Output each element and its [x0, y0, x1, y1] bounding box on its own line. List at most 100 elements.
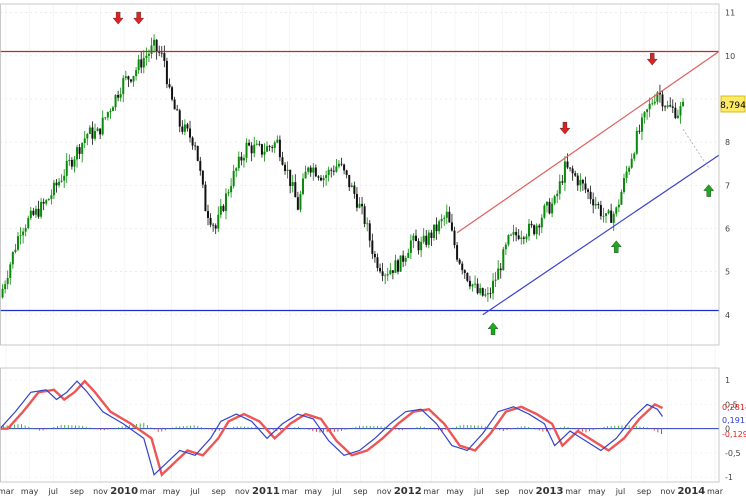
- candle-body: [34, 208, 37, 215]
- axes: [0, 3, 720, 483]
- candle-body: [468, 280, 471, 287]
- macd-tick-label: 1: [725, 376, 730, 385]
- macd-tick-label: 0: [725, 425, 730, 434]
- candle-body: [450, 222, 453, 231]
- candle-body: [499, 268, 502, 271]
- x-tick-label: nov: [377, 487, 392, 496]
- candle-body: [486, 293, 489, 295]
- candle-body: [124, 76, 127, 79]
- candle-body: [620, 191, 623, 205]
- candle-body: [242, 157, 245, 161]
- candle-body: [263, 151, 266, 155]
- candle-body: [327, 169, 330, 176]
- candle-body: [150, 45, 153, 54]
- candle-body: [278, 139, 281, 158]
- trend-lines: [0, 50, 720, 316]
- candle-body: [371, 240, 374, 254]
- candle-body: [463, 270, 466, 273]
- candle-body: [561, 181, 564, 183]
- candle-body: [91, 127, 94, 139]
- candle-body: [456, 245, 459, 260]
- candle-body: [581, 179, 584, 184]
- candle-body: [481, 288, 484, 296]
- candle-body: [317, 176, 320, 178]
- candle-body: [302, 178, 305, 195]
- candle-body: [314, 167, 317, 177]
- candle-body: [96, 128, 99, 132]
- candle-body: [353, 185, 356, 194]
- candle-body: [522, 237, 525, 239]
- y-tick-label: 4: [725, 311, 730, 320]
- candle-body: [245, 142, 248, 158]
- candle-body: [155, 39, 158, 52]
- x-tick-label: nov: [660, 487, 675, 496]
- candle-body: [432, 224, 435, 238]
- candle-body: [335, 166, 338, 172]
- candle-body: [381, 271, 384, 276]
- candle-body: [24, 227, 27, 232]
- candle-body: [1, 289, 4, 298]
- candle-body: [142, 57, 145, 68]
- candle-body: [610, 210, 613, 223]
- main-panel-frame: [0, 3, 720, 346]
- candle-body: [571, 168, 574, 174]
- x-tick-label: nov: [519, 487, 534, 496]
- candle-body: [633, 153, 636, 159]
- candle-body: [204, 184, 207, 212]
- candle-body: [671, 106, 674, 108]
- candle-body: [394, 260, 397, 273]
- sell-arrow: [112, 11, 124, 25]
- candle-body: [181, 126, 184, 132]
- candle-body: [16, 236, 19, 250]
- candle-body: [551, 203, 554, 214]
- candle-body: [114, 94, 117, 108]
- x-tick-label: sep: [70, 487, 84, 496]
- candle-body: [407, 252, 410, 258]
- candle-body: [512, 231, 515, 235]
- candle-body: [391, 270, 394, 273]
- candle-body: [458, 259, 461, 264]
- candle-body: [60, 180, 63, 182]
- candle-body: [587, 189, 590, 192]
- price-series: [1, 34, 685, 302]
- candle-body: [607, 210, 610, 214]
- candle-body: [235, 168, 238, 171]
- candle-body: [438, 221, 441, 232]
- candle-body: [325, 175, 328, 178]
- macd-series: [0, 379, 719, 477]
- candle-body: [201, 170, 204, 185]
- candle-body: [237, 156, 240, 169]
- macd-tick-label: -1: [725, 473, 733, 482]
- x-tick-label: 2013: [536, 486, 564, 497]
- candle-body: [664, 106, 667, 108]
- candle-body: [520, 237, 523, 239]
- candle-body: [553, 196, 556, 204]
- candle-body: [88, 127, 91, 134]
- candle-body: [132, 76, 135, 82]
- candle-body: [658, 92, 661, 95]
- candle-body: [386, 274, 389, 276]
- candle-body: [574, 173, 577, 176]
- candle-body: [291, 182, 294, 187]
- candle-body: [376, 257, 379, 269]
- candle-body: [592, 199, 595, 206]
- candle-body: [140, 59, 143, 68]
- candle-body: [638, 130, 641, 132]
- candle-body: [266, 146, 269, 152]
- candle-body: [517, 235, 520, 239]
- x-tick-label: jul: [615, 487, 626, 496]
- candle-body: [106, 112, 109, 118]
- candle-body: [129, 79, 132, 82]
- candle-body: [443, 217, 446, 219]
- candle-body: [137, 59, 140, 71]
- candle-body: [222, 205, 225, 211]
- sell-arrow: [646, 52, 658, 66]
- candle-body: [674, 107, 677, 118]
- candle-body: [533, 225, 536, 235]
- candle-body: [122, 78, 125, 95]
- candle-body: [430, 232, 433, 238]
- candle-body: [646, 109, 649, 113]
- candle-body: [363, 206, 366, 224]
- candle-body: [86, 133, 89, 139]
